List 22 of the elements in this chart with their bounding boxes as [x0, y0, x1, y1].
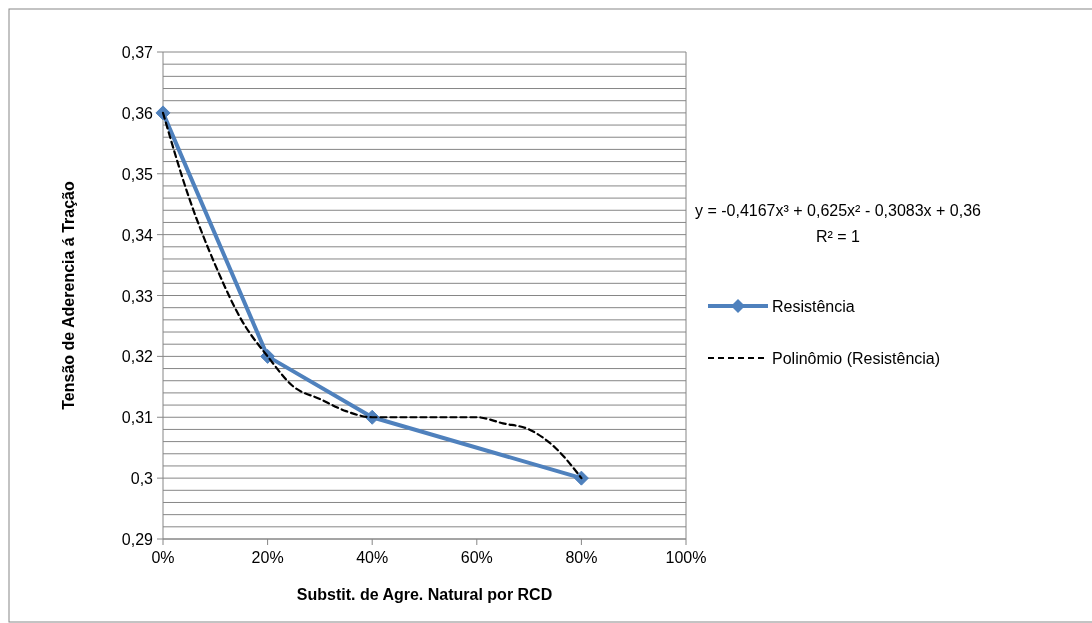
y-tick-label: 0,35: [121, 165, 154, 183]
x-tick-label: 100%: [665, 549, 707, 566]
x-tick-label: 60%: [460, 549, 493, 566]
y-tick-label: 0,29: [121, 531, 154, 548]
y-tick-label: 0,37: [121, 44, 154, 61]
y-tick-label: 0,36: [121, 104, 154, 122]
point: [573, 470, 589, 486]
x-tick-label: 40%: [356, 549, 389, 566]
legend-label: Polinômio (Resistência): [772, 350, 941, 367]
text: y = -0,4167x³ + 0,625x² - 0,3083x + 0,36: [695, 202, 982, 219]
x-tick-label: 0%: [151, 549, 175, 566]
y-tick-label: 0,3: [130, 470, 154, 488]
x-axis-title: Substit. de Agre. Natural por RCD: [296, 586, 553, 603]
y-axis-title: Tensão de Aderencia á Tração: [60, 181, 77, 410]
y-tick-label: 0,32: [121, 348, 154, 366]
legend-label: Resistência: [772, 298, 855, 315]
y-tick-label: 0,34: [121, 226, 154, 244]
y-tick-label: 0,31: [121, 409, 154, 427]
text: R² = 1: [815, 228, 861, 245]
x-tick-label: 80%: [565, 549, 598, 566]
y-tick-label: 0,33: [121, 287, 154, 305]
x-tick-label: 20%: [251, 549, 284, 566]
